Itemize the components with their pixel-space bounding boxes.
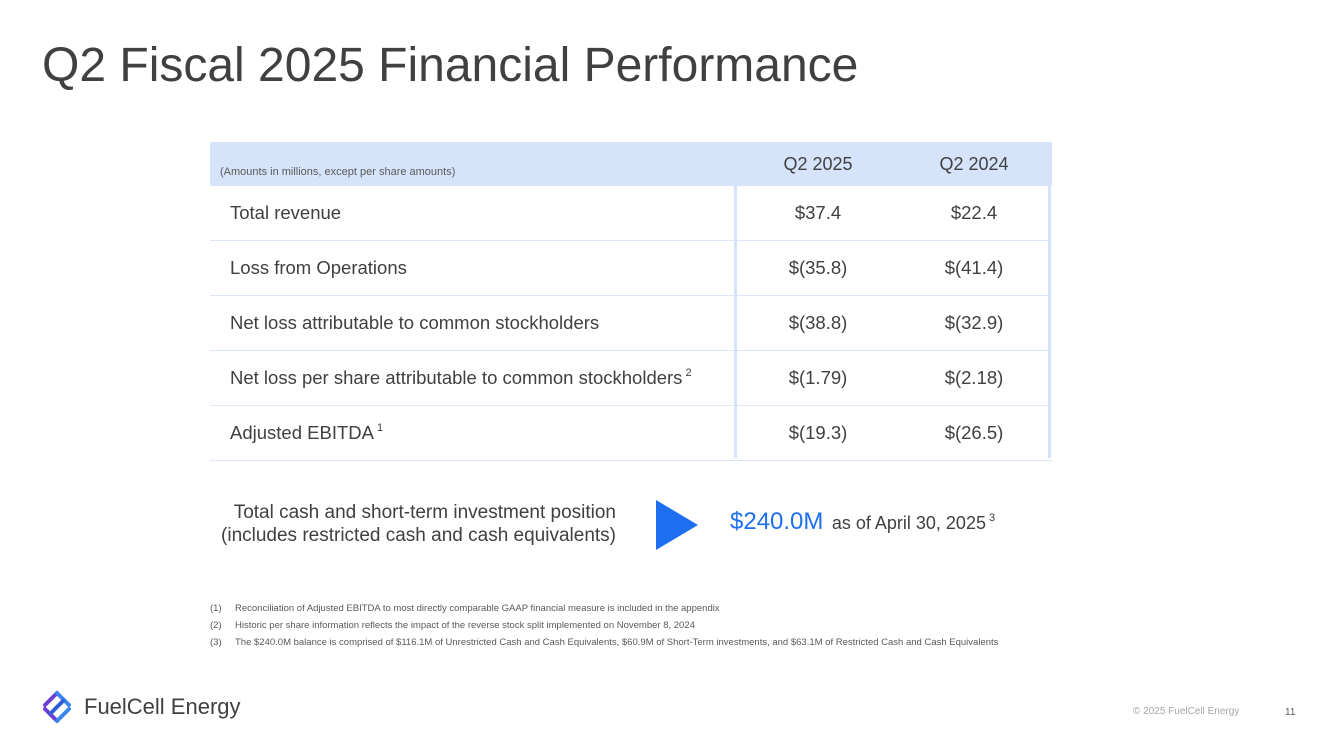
play-arrow-icon — [656, 500, 698, 550]
cash-as-of: as of April 30, 2025 — [831, 513, 986, 533]
row-value-q2-2025: $(19.3) — [788, 422, 848, 443]
cash-amount: $240.0M — [730, 508, 824, 535]
page-number: 11 — [1285, 707, 1296, 718]
footnote: (2) Historic per share information reflec… — [210, 620, 695, 631]
row-value-q2-2024: $(41.4) — [944, 257, 1004, 278]
footnote-ref: 1 — [376, 422, 384, 434]
column-divider — [734, 186, 737, 458]
row-label: Net loss attributable to common stockhol… — [230, 312, 600, 333]
column-header-q2-2025: Q2 2025 — [783, 154, 853, 174]
table-header: (Amounts in millions, except per share a… — [210, 142, 1052, 186]
fuelcell-logo-icon — [43, 691, 71, 723]
table-row-adjusted-ebitda: Adjusted EBITDA 1 $(19.3) $(26.5) — [210, 406, 1052, 461]
row-value-q2-2024: $(32.9) — [944, 312, 1004, 333]
column-divider — [1048, 186, 1051, 458]
row-label: Adjusted EBITDA 1 — [230, 422, 384, 443]
table-row-loss-from-operations: Loss from Operations $(35.8) $(41.4) — [210, 241, 1052, 296]
brand-name: FuelCell Energy — [84, 694, 241, 719]
row-value-q2-2024: $(2.18) — [944, 367, 1004, 388]
row-value-q2-2024: $(26.5) — [944, 422, 1004, 443]
cash-position-label: Total cash and short-term investment pos… — [221, 502, 616, 546]
footnote: (3) The $240.0M balance is comprised of $… — [210, 637, 999, 648]
row-label: Total revenue — [230, 202, 342, 223]
table-row-net-loss-per-share: Net loss per share attributable to commo… — [210, 351, 1052, 406]
row-value-q2-2025: $(38.8) — [788, 312, 848, 333]
row-value-q2-2025: $37.4 — [794, 202, 842, 223]
row-value-q2-2024: $22.4 — [950, 202, 998, 223]
row-value-q2-2025: $(1.79) — [788, 367, 848, 388]
column-header-q2-2024: Q2 2024 — [939, 154, 1009, 174]
table-row-net-loss: Net loss attributable to common stockhol… — [210, 296, 1052, 351]
copyright: © 2025 FuelCell Energy — [1133, 706, 1240, 717]
table-row-total-revenue: Total revenue $37.4 $22.4 — [210, 186, 1052, 241]
footnote-ref: 2 — [685, 367, 692, 379]
footnote: (1) Reconciliation of Adjusted EBITDA to … — [210, 603, 720, 614]
row-label: Loss from Operations — [230, 257, 407, 278]
row-label: Net loss per share attributable to commo… — [230, 367, 692, 388]
company-logo: FuelCell Energy — [40, 690, 241, 724]
footnote-ref: 3 — [988, 512, 996, 524]
table-note: (Amounts in millions, except per share a… — [220, 166, 456, 178]
row-value-q2-2025: $(35.8) — [788, 257, 848, 278]
footnotes: (1) Reconciliation of Adjusted EBITDA to … — [210, 600, 998, 651]
slide-title: Q2 Fiscal 2025 Financial Performance — [42, 39, 859, 92]
financial-table: (Amounts in millions, except per share a… — [210, 142, 1052, 461]
cash-position-value: $240.0M as of April 30, 2025 3 — [730, 508, 995, 536]
